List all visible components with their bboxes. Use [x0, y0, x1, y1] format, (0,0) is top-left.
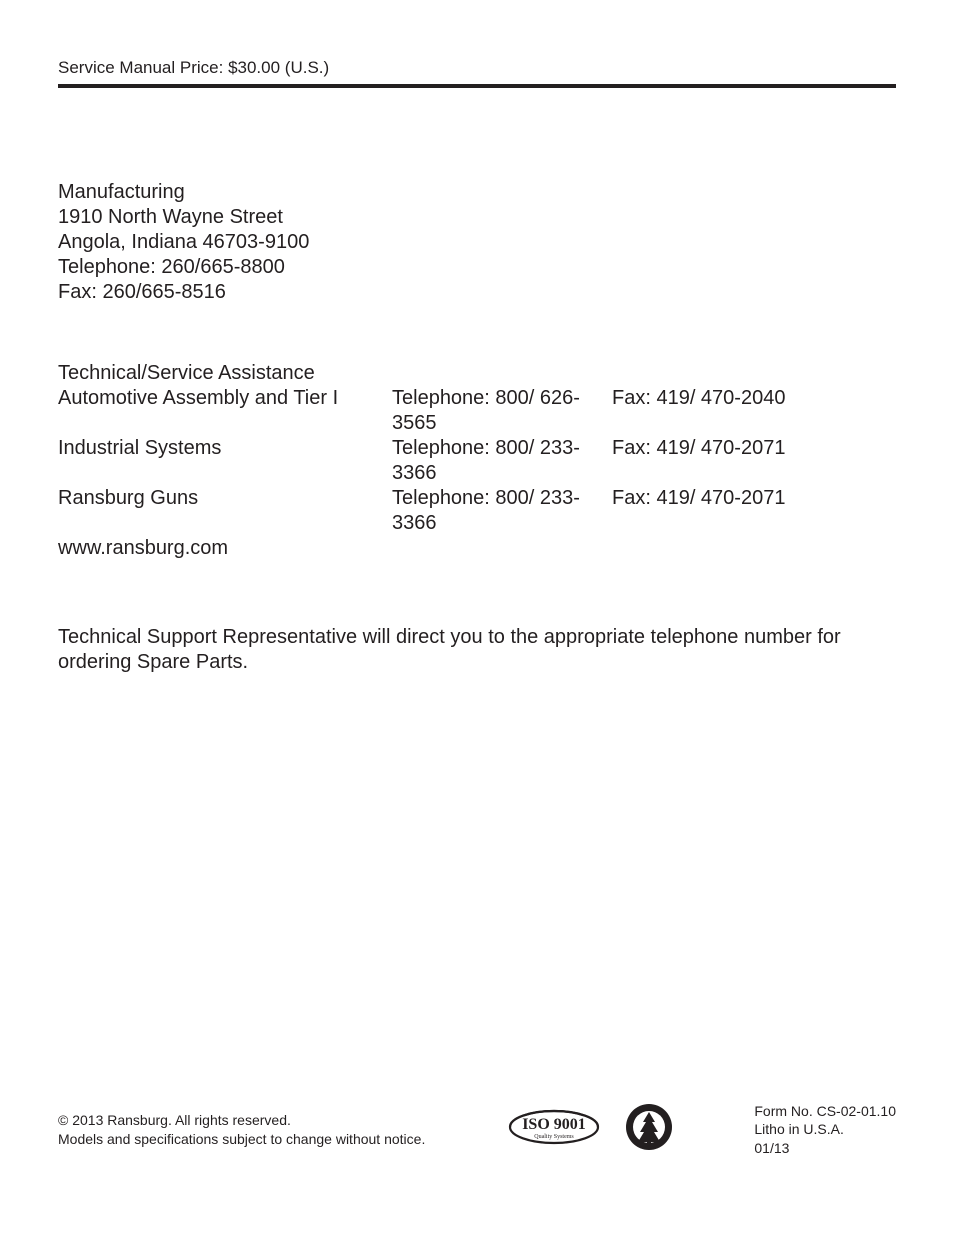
service-block: Technical/Service Assistance Automotive … — [58, 361, 896, 561]
service-row-tel: Telephone: 800/ 626-3565 — [392, 386, 612, 436]
manufacturing-title: Manufacturing — [58, 180, 896, 205]
service-row: Ransburg Guns Telephone: 800/ 233-3366 F… — [58, 486, 896, 536]
footer-disclaimer: Models and specifications subject to cha… — [58, 1130, 425, 1148]
service-row-label: Automotive Assembly and Tier I — [58, 386, 392, 436]
service-row-tel: Telephone: 800/ 233-3366 — [392, 486, 612, 536]
footer-copyright: © 2013 Ransburg. All rights reserved. — [58, 1111, 425, 1129]
service-row-fax: Fax: 419/ 470-2071 — [612, 486, 785, 536]
environmentally-concerned-badge-icon — [624, 1102, 674, 1157]
footer: © 2013 Ransburg. All rights reserved. Mo… — [58, 1102, 896, 1157]
footer-date: 01/13 — [754, 1139, 896, 1157]
footer-right: Form No. CS-02-01.10 Litho in U.S.A. 01/… — [754, 1102, 896, 1157]
service-website: www.ransburg.com — [58, 536, 896, 561]
service-row: Automotive Assembly and Tier I Telephone… — [58, 386, 896, 436]
footer-form-no: Form No. CS-02-01.10 — [754, 1102, 896, 1120]
iso-9001-badge-icon: ISO 9001 Quality Systems — [506, 1107, 602, 1152]
manufacturing-telephone: Telephone: 260/665-8800 — [58, 255, 896, 280]
service-row-fax: Fax: 419/ 470-2040 — [612, 386, 785, 436]
manufacturing-fax: Fax: 260/665-8516 — [58, 280, 896, 305]
iso-text-bottom: Quality Systems — [534, 1134, 574, 1140]
footer-left: © 2013 Ransburg. All rights reserved. Mo… — [58, 1111, 425, 1147]
manufacturing-street: 1910 North Wayne Street — [58, 205, 896, 230]
iso-text-top: ISO 9001 — [522, 1116, 586, 1133]
service-row-label: Industrial Systems — [58, 436, 392, 486]
horizontal-rule — [58, 84, 896, 88]
service-row: Industrial Systems Telephone: 800/ 233-3… — [58, 436, 896, 486]
service-heading: Technical/Service Assistance — [58, 361, 896, 386]
footer-center: ISO 9001 Quality Systems — [506, 1102, 674, 1157]
manufacturing-city: Angola, Indiana 46703-9100 — [58, 230, 896, 255]
service-row-fax: Fax: 419/ 470-2071 — [612, 436, 785, 486]
price-line: Service Manual Price: $30.00 (U.S.) — [58, 58, 896, 78]
manufacturing-block: Manufacturing 1910 North Wayne Street An… — [58, 180, 896, 305]
service-row-tel: Telephone: 800/ 233-3366 — [392, 436, 612, 486]
document-page: Service Manual Price: $30.00 (U.S.) Manu… — [0, 0, 954, 1235]
support-note: Technical Support Representative will di… — [58, 625, 896, 675]
service-row-label: Ransburg Guns — [58, 486, 392, 536]
footer-litho: Litho in U.S.A. — [754, 1120, 896, 1138]
